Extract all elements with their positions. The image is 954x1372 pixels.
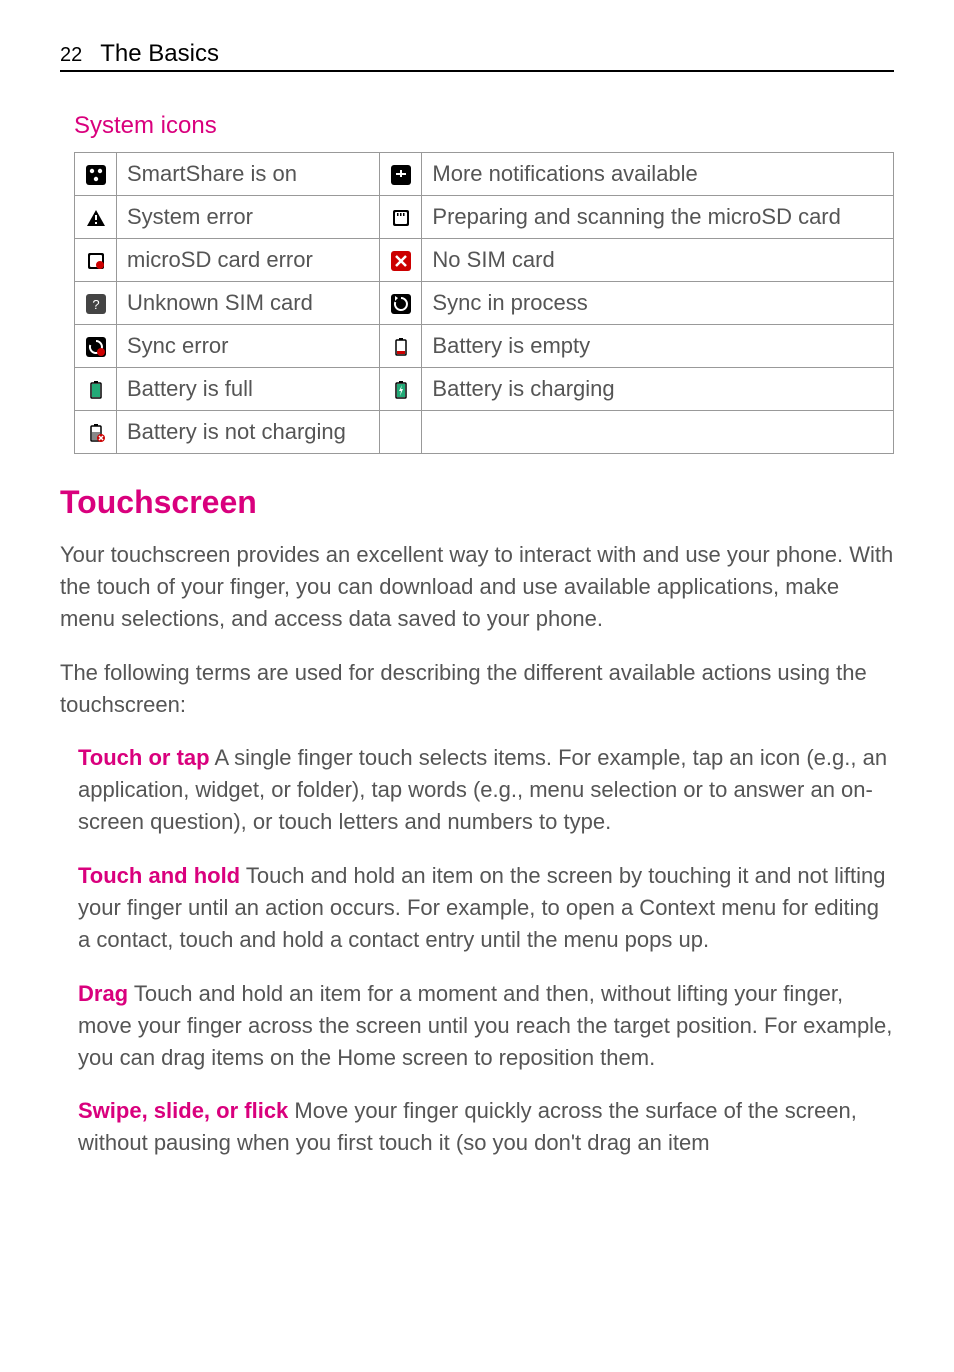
icon-cell — [75, 325, 117, 368]
icon-cell — [380, 153, 422, 196]
icon-cell — [380, 368, 422, 411]
page: 22 The Basics System icons SmartShare is… — [0, 0, 954, 1221]
sd-error-icon — [85, 250, 107, 272]
icon-label: More notifications available — [422, 153, 894, 196]
icon-label: Battery is full — [117, 368, 380, 411]
icon-label: Preparing and scanning the microSD card — [422, 196, 894, 239]
icon-cell — [380, 239, 422, 282]
system-icons-heading: System icons — [74, 112, 894, 140]
icon-label: Battery is empty — [422, 325, 894, 368]
touchscreen-para1: Your touchscreen provides an excellent w… — [60, 539, 894, 635]
icon-cell — [380, 282, 422, 325]
icon-cell — [75, 411, 117, 454]
term-drag: Drag Touch and hold an item for a moment… — [78, 978, 894, 1074]
term-touch-tap: Touch or tap A single finger touch selec… — [78, 742, 894, 838]
table-row: Battery is full Battery is charging — [75, 368, 894, 411]
icon-label: Unknown SIM card — [117, 282, 380, 325]
term-text: Touch and hold an item for a moment and … — [78, 981, 892, 1070]
icon-label: Battery is charging — [422, 368, 894, 411]
smartshare-icon — [85, 164, 107, 186]
battery-charging-icon — [390, 379, 412, 401]
no-sim-icon — [390, 250, 412, 272]
icon-label: Battery is not charging — [117, 411, 380, 454]
term-label: Swipe, slide, or flick — [78, 1098, 288, 1123]
section-title: The Basics — [100, 40, 219, 68]
touchscreen-para2: The following terms are used for describ… — [60, 657, 894, 721]
page-number: 22 — [60, 44, 82, 67]
table-row: SmartShare is on More notifications avai… — [75, 153, 894, 196]
sd-scan-icon — [390, 207, 412, 229]
table-row: Sync error Battery is empty — [75, 325, 894, 368]
icon-cell — [75, 196, 117, 239]
icon-cell: ? — [75, 282, 117, 325]
icon-label: Sync error — [117, 325, 380, 368]
system-icons-table: SmartShare is on More notifications avai… — [74, 152, 894, 454]
battery-not-charging-icon — [85, 422, 107, 444]
icon-cell — [380, 196, 422, 239]
more-notifications-icon — [390, 164, 412, 186]
icon-label: No SIM card — [422, 239, 894, 282]
icon-cell — [75, 153, 117, 196]
touchscreen-heading: Touchscreen — [60, 484, 894, 521]
table-row: ? Unknown SIM card Sync in process — [75, 282, 894, 325]
icon-cell — [75, 368, 117, 411]
term-label: Touch or tap — [78, 745, 210, 770]
table-row: Battery is not charging — [75, 411, 894, 454]
term-label: Drag — [78, 981, 128, 1006]
icon-label: SmartShare is on — [117, 153, 380, 196]
icon-label — [422, 411, 894, 454]
sync-error-icon — [85, 336, 107, 358]
svg-text:?: ? — [92, 297, 99, 312]
sync-icon — [390, 293, 412, 315]
icon-cell — [75, 239, 117, 282]
icon-label: System error — [117, 196, 380, 239]
battery-full-icon — [85, 379, 107, 401]
term-swipe: Swipe, slide, or flick Move your finger … — [78, 1095, 894, 1159]
term-label: Touch and hold — [78, 863, 240, 888]
unknown-sim-icon: ? — [85, 293, 107, 315]
table-row: microSD card error No SIM card — [75, 239, 894, 282]
icon-cell — [380, 411, 422, 454]
page-header: 22 The Basics — [60, 40, 894, 72]
battery-empty-icon — [390, 336, 412, 358]
icon-cell — [380, 325, 422, 368]
table-row: System error Preparing and scanning the … — [75, 196, 894, 239]
term-touch-hold: Touch and hold Touch and hold an item on… — [78, 860, 894, 956]
icon-label: Sync in process — [422, 282, 894, 325]
icon-label: microSD card error — [117, 239, 380, 282]
warning-icon — [85, 207, 107, 229]
